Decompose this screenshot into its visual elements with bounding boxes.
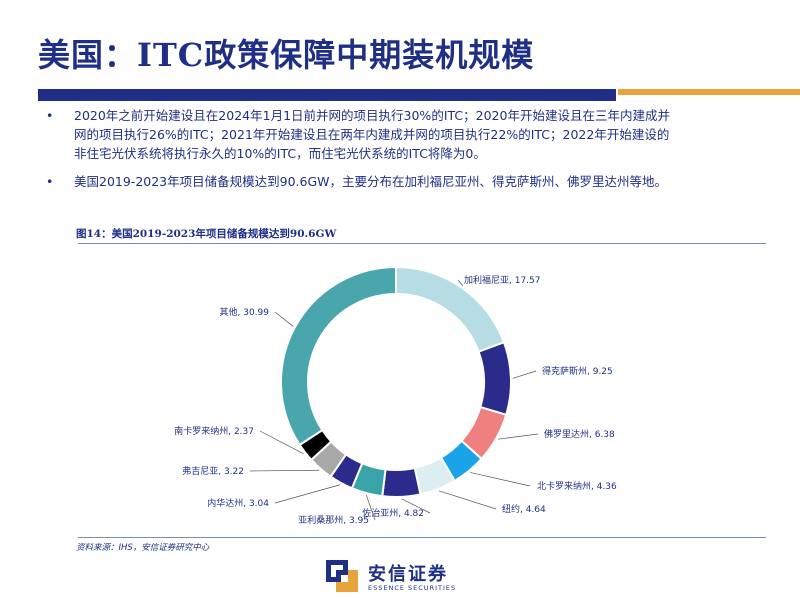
donut-slice <box>477 341 512 417</box>
bullet-project-pipeline: • 美国2019-2023年项目储备规模达到90.6GW，主要分布在加利福尼亚州… <box>44 172 784 191</box>
slice-label: 得克萨斯州, 9.25 <box>542 365 613 377</box>
figure-bottom-rule <box>78 537 766 538</box>
slice-label: 加利福尼亚, 17.57 <box>464 274 541 286</box>
bullet-dot-icon: • <box>46 108 54 123</box>
leader-line <box>498 433 539 440</box>
leader-line <box>259 430 304 455</box>
leader-line <box>470 472 531 487</box>
leader-line <box>438 490 497 510</box>
slice-label: 内华达州, 3.04 <box>207 497 269 509</box>
bullet-dot-icon: • <box>46 174 54 189</box>
leader-line <box>365 495 376 521</box>
bullet-list: • 2020年之前开始建设且在2024年1月1日前并网的项目执行30%的ITC；… <box>44 106 784 200</box>
slide-title: 美国：ITC政策保障中期装机规模 <box>38 36 535 74</box>
logo-name-en: ESSENCE SECURITIES <box>368 584 457 592</box>
figure-panel: 图14：美国2019-2023年项目储备规模达到90.6GW 加利福尼亚, 17… <box>68 224 768 554</box>
figure-top-rule <box>78 243 766 244</box>
logo-name-cn: 安信证券 <box>368 564 448 585</box>
leader-line <box>249 469 320 472</box>
slice-label: 亚利桑那州, 3.95 <box>298 514 369 526</box>
bullet-text-line: 2020年之前开始建设且在2024年1月1日前并网的项目执行30%的ITC；20… <box>74 108 670 123</box>
bullet-text-line: 非住宅光伏系统将执行永久的10%的ITC，而住宅光伏系统的ITC将降为0。 <box>74 146 486 161</box>
figure-caption: 图14：美国2019-2023年项目储备规模达到90.6GW <box>76 228 337 240</box>
bullet-text-line: 网的项目执行26%的ITC；2021年开始建设且在两年内建成并网的项目执行22%… <box>74 127 670 142</box>
leader-line <box>457 279 464 287</box>
logo-mark-icon <box>326 560 358 592</box>
figure-source: 资料来源：IHS，安信证券研究中心 <box>76 543 210 553</box>
slice-label: 佐治亚州, 4.82 <box>362 507 424 519</box>
slice-label: 北卡罗来纳州, 4.36 <box>537 480 617 492</box>
donut-slice <box>280 265 397 447</box>
slice-label: 弗吉尼亚, 3.22 <box>182 465 244 477</box>
bullet-text-line: 美国2019-2023年项目储备规模达到90.6GW，主要分布在加利福尼亚州、得… <box>74 174 668 189</box>
leader-line <box>274 311 294 327</box>
slice-label: 南卡罗来纳州, 2.37 <box>174 425 254 437</box>
leader-line <box>274 484 341 504</box>
leader-line <box>401 498 431 514</box>
leader-line <box>512 370 537 379</box>
donut-chart: 加利福尼亚, 17.57 得克萨斯州, 9.25 佛罗里达州, 6.38 北卡罗来纳州… <box>174 265 617 526</box>
brand-logo: 安信证券 ESSENCE SECURITIES <box>326 556 486 596</box>
slice-label: 纽约, 4.64 <box>502 503 546 515</box>
slice-label: 其他, 30.99 <box>220 306 270 318</box>
title-underline <box>38 89 800 101</box>
donut-slice <box>381 466 422 498</box>
bullet-itc-policy: • 2020年之前开始建设且在2024年1月1日前并网的项目执行30%的ITC；… <box>44 106 784 163</box>
slice-label: 佛罗里达州, 6.38 <box>544 428 615 440</box>
